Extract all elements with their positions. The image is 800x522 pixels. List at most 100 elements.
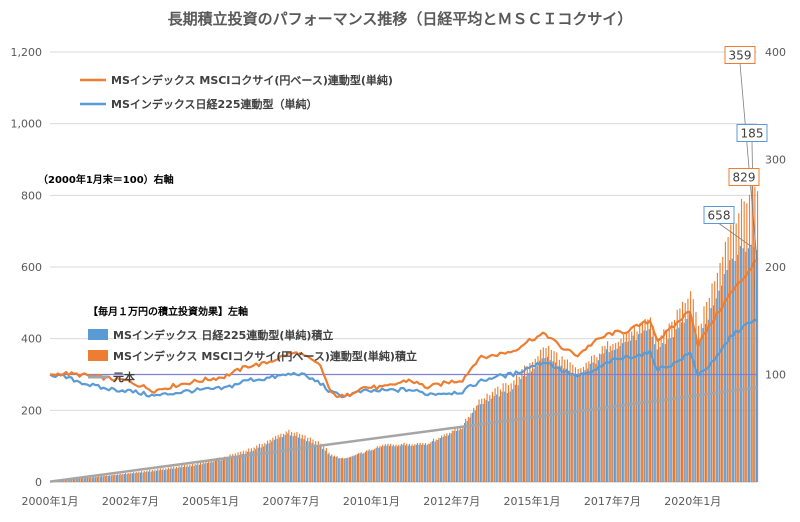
bar-nikkei [552,361,554,482]
bar-kokusai [229,454,231,482]
bar-kokusai [416,442,419,482]
bar-kokusai [157,468,159,482]
bar-kokusai [173,466,175,482]
bar-nikkei [295,435,297,482]
bar-nikkei [506,392,508,482]
bar-nikkei [308,441,310,482]
bar-kokusai [216,458,218,482]
left-tick-label: 1,200 [11,46,43,59]
bar-nikkei [407,445,409,482]
bar-nikkei [391,446,393,482]
bar-nikkei [289,435,292,482]
bar-kokusai [572,364,574,482]
bar-kokusai [419,442,421,482]
bar-nikkei [603,353,605,482]
bar-kokusai [687,298,689,482]
bar-nikkei [659,347,661,482]
bar-kokusai [748,194,751,482]
reference-label: （2000年1月末＝100）右軸 [38,173,174,186]
bar-kokusai [730,224,732,482]
bar-nikkei [434,441,436,482]
bar-nikkei [316,444,318,482]
bar-nikkei [538,360,541,482]
bar-kokusai [582,366,585,482]
bar-nikkei [196,464,198,482]
bar-kokusai [280,433,282,482]
bar-nikkei [638,334,640,482]
bar-kokusai [459,426,461,482]
bar-kokusai [274,436,277,482]
bar-nikkei [472,412,474,482]
bar-nikkei [726,269,728,482]
bar-nikkei [737,254,739,482]
x-tick-label: 2010年1月 [343,494,400,508]
bar-nikkei [118,474,120,482]
bar-nikkei [204,463,206,482]
bar-nikkei [731,258,733,482]
end-label-kokusai-line-box [724,46,756,64]
bar-nikkei [155,470,158,482]
bar-kokusai [553,351,555,482]
bar-kokusai [668,323,670,482]
bar-nikkei [405,445,407,482]
bar-nikkei [587,368,589,482]
bar-kokusai [529,363,531,482]
bar-kokusai [451,430,453,482]
bar-nikkei [493,395,495,482]
bar-kokusai [617,341,619,482]
bar-kokusai [481,398,483,482]
bar-nikkei [667,339,669,482]
bar-nikkei [343,458,345,482]
bar-kokusai [502,383,504,482]
bar-nikkei [273,439,275,482]
x-tick-label: 2012年7月 [423,494,480,508]
bar-kokusai [644,319,646,482]
bar-nikkei [463,423,466,482]
left-tick-label: 200 [21,404,42,417]
bar-kokusai [366,450,368,482]
line-kokusai [50,259,758,398]
bar-nikkei [581,373,583,482]
bar-nikkei [284,435,286,482]
bar-nikkei [576,376,578,482]
bar-nikkei [589,363,591,482]
bar-nikkei [522,375,525,482]
bar-kokusai [684,303,686,482]
bar-nikkei [568,370,570,482]
bar-kokusai [135,471,137,482]
bar-kokusai [408,443,410,482]
bar-kokusai [87,477,89,482]
bar-nikkei [680,322,683,482]
bar-kokusai [272,437,274,482]
bar-kokusai [751,185,753,483]
bar-nikkei [557,368,559,482]
bar-nikkei [702,328,704,482]
bar-nikkei [686,318,688,482]
bar-kokusai [454,427,456,482]
bar-nikkei [348,457,350,482]
bar-nikkei [600,354,602,482]
bar-kokusai [569,362,571,482]
bar-nikkei [745,251,747,482]
bar-kokusai [341,457,344,482]
bar-nikkei [595,363,597,482]
x-tick-label: 2005年1月 [182,494,239,508]
bar-nikkei [431,441,433,482]
bar-kokusai [561,356,563,482]
bar-nikkei [482,403,484,482]
bar-kokusai [127,472,129,482]
bar-nikkei [340,458,342,482]
bar-kokusai [607,341,609,482]
bar-nikkei [383,445,385,482]
bar-kokusai [167,467,169,482]
bar-nikkei [656,349,658,482]
bar-nikkei [257,447,259,482]
bar-nikkei [466,420,468,482]
bar-nikkei [608,352,610,482]
bar-kokusai [473,407,475,482]
bar-nikkei [418,444,420,482]
bar-nikkei [206,462,209,482]
bar-nikkei [388,445,391,482]
bar-kokusai [344,458,346,482]
bar-nikkei [611,350,613,482]
